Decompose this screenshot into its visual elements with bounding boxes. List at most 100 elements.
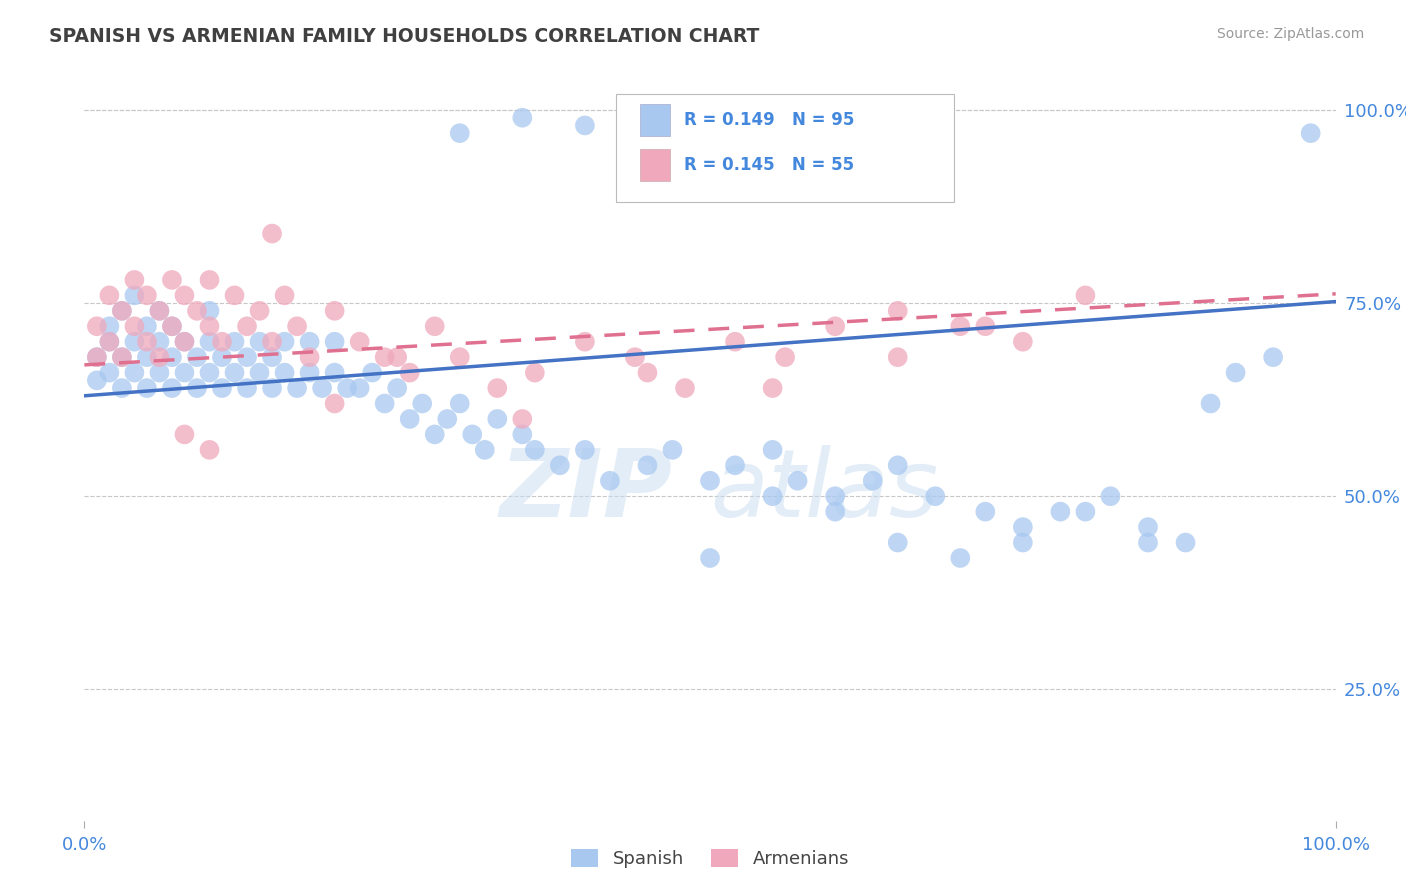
Point [574, 334, 596, 349]
Point [1099, 489, 1122, 503]
Text: Source: ZipAtlas.com: Source: ZipAtlas.com [1216, 27, 1364, 41]
Point [323, 396, 346, 410]
Point [124, 319, 146, 334]
Point [1074, 505, 1097, 519]
Point [1074, 288, 1097, 302]
Point [1012, 520, 1035, 534]
Point [249, 334, 271, 349]
Point [423, 427, 446, 442]
Point [398, 412, 420, 426]
Point [523, 442, 546, 457]
Point [637, 458, 659, 473]
Point [824, 489, 846, 503]
Point [273, 288, 295, 302]
Point [273, 334, 295, 349]
Point [824, 319, 846, 334]
Point [762, 442, 785, 457]
Point [773, 350, 796, 364]
Point [349, 381, 371, 395]
Point [98, 319, 121, 334]
Point [249, 303, 271, 318]
FancyBboxPatch shape [640, 149, 671, 181]
Point [887, 303, 910, 318]
Point [236, 381, 259, 395]
Point [111, 350, 134, 364]
Point [298, 366, 321, 380]
Point [512, 412, 534, 426]
Text: R = 0.149   N = 95: R = 0.149 N = 95 [683, 112, 853, 129]
Point [637, 366, 659, 380]
Point [762, 381, 785, 395]
Point [198, 442, 221, 457]
Text: SPANISH VS ARMENIAN FAMILY HOUSEHOLDS CORRELATION CHART: SPANISH VS ARMENIAN FAMILY HOUSEHOLDS CO… [49, 27, 759, 45]
Point [111, 350, 134, 364]
Point [924, 489, 946, 503]
Point [198, 366, 221, 380]
Point [436, 412, 458, 426]
Point [449, 350, 471, 364]
Point [148, 303, 170, 318]
Point [323, 303, 346, 318]
Point [673, 381, 696, 395]
Point [862, 474, 884, 488]
Point [148, 303, 170, 318]
Point [699, 474, 721, 488]
Text: ZIP: ZIP [499, 445, 672, 537]
Point [1199, 396, 1222, 410]
Point [724, 334, 747, 349]
Point [1299, 126, 1322, 140]
Point [98, 334, 121, 349]
Point [1136, 535, 1159, 549]
Point [574, 119, 596, 133]
Point [211, 334, 233, 349]
Point [136, 381, 159, 395]
Point [111, 303, 134, 318]
Point [1049, 505, 1071, 519]
Point [323, 334, 346, 349]
Point [160, 273, 183, 287]
Point [262, 334, 284, 349]
Point [512, 111, 534, 125]
Point [423, 319, 446, 334]
Point [374, 350, 396, 364]
Point [148, 350, 170, 364]
Point [136, 319, 159, 334]
Point [385, 350, 409, 364]
Legend: Spanish, Armenians: Spanish, Armenians [564, 841, 856, 875]
Point [449, 396, 471, 410]
Point [173, 366, 195, 380]
Point [173, 334, 195, 349]
Point [411, 396, 433, 410]
Point [198, 319, 221, 334]
FancyBboxPatch shape [616, 94, 955, 202]
Text: R = 0.145   N = 55: R = 0.145 N = 55 [683, 156, 853, 174]
Point [224, 334, 246, 349]
Point [974, 319, 997, 334]
Point [298, 350, 321, 364]
Point [887, 535, 910, 549]
Point [474, 442, 496, 457]
Point [148, 366, 170, 380]
Point [136, 288, 159, 302]
Point [173, 427, 195, 442]
Point [273, 366, 295, 380]
Point [136, 350, 159, 364]
Point [724, 458, 747, 473]
Point [236, 319, 259, 334]
Point [148, 334, 170, 349]
Point [124, 288, 146, 302]
Point [111, 381, 134, 395]
Point [262, 227, 284, 241]
Point [599, 474, 621, 488]
Point [1263, 350, 1285, 364]
Point [398, 366, 420, 380]
Point [574, 442, 596, 457]
Point [160, 319, 183, 334]
Point [824, 505, 846, 519]
Point [323, 366, 346, 380]
Point [236, 350, 259, 364]
Point [298, 334, 321, 349]
Point [974, 505, 997, 519]
Point [124, 334, 146, 349]
Point [98, 366, 121, 380]
